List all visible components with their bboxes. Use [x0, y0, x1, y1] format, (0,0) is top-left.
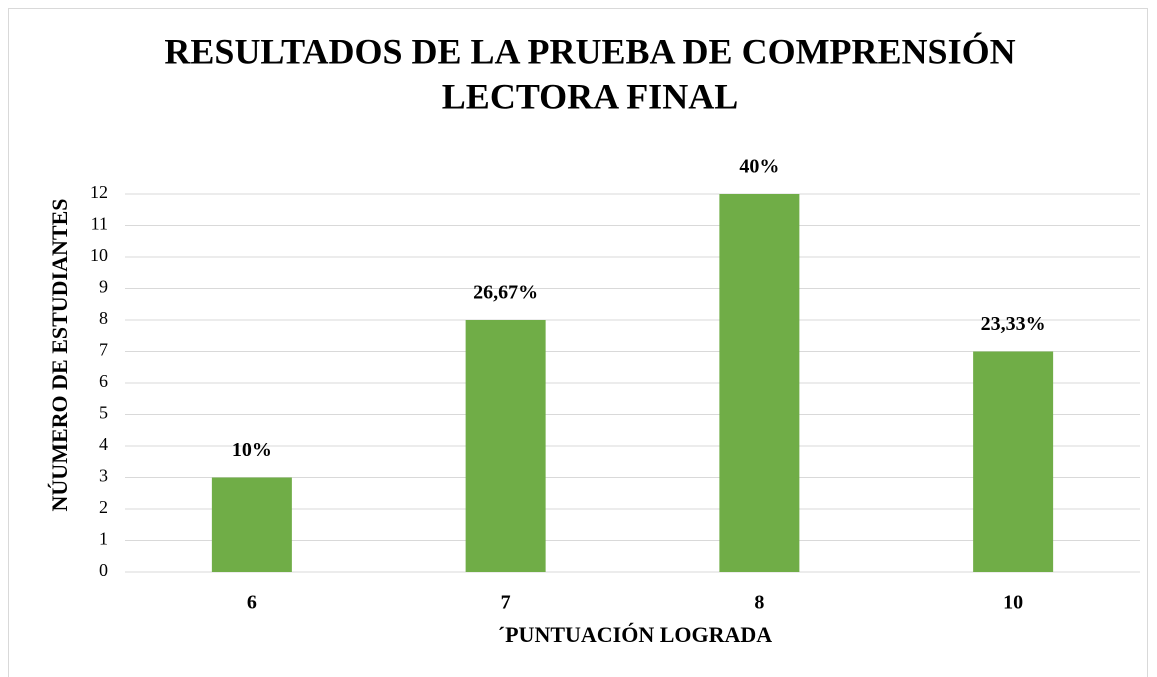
bar [973, 351, 1054, 572]
chart-title: RESULTADOS DE LA PRUEBA DE COMPRENSIÓN [164, 31, 1015, 71]
bar-label: 23,33% [981, 313, 1046, 335]
bar [719, 194, 800, 572]
y-tick-label: 2 [99, 497, 108, 517]
y-tick-label: 3 [99, 466, 108, 486]
x-tick-label: 7 [501, 592, 511, 614]
y-tick-label: 8 [99, 308, 108, 328]
x-tick-label: 8 [754, 592, 764, 614]
y-tick-label: 0 [99, 560, 108, 580]
bar-label: 26,67% [473, 282, 538, 304]
y-tick-label: 1 [99, 529, 108, 549]
y-tick-label: 6 [99, 371, 108, 391]
bar-label: 10% [232, 439, 272, 461]
y-tick-label: 11 [91, 214, 108, 234]
y-axis-title: NÚUMERO DE ESTUDIANTES [47, 199, 72, 512]
y-tick-label: 12 [90, 182, 108, 202]
x-tick-label: 10 [1003, 592, 1023, 614]
y-tick-label: 4 [99, 434, 108, 454]
bar-label: 40% [739, 156, 779, 178]
x-axis-title: ´PUNTUACIÓN LOGRADA [498, 622, 773, 647]
bar [465, 320, 546, 572]
y-tick-label: 5 [99, 403, 108, 423]
chart-title: LECTORA FINAL [442, 76, 738, 116]
bar [211, 477, 292, 572]
chart-border [8, 8, 1148, 677]
y-tick-label: 7 [99, 340, 108, 360]
x-tick-label: 6 [247, 592, 257, 614]
y-tick-label: 9 [99, 277, 108, 297]
y-tick-label: 10 [90, 245, 108, 265]
